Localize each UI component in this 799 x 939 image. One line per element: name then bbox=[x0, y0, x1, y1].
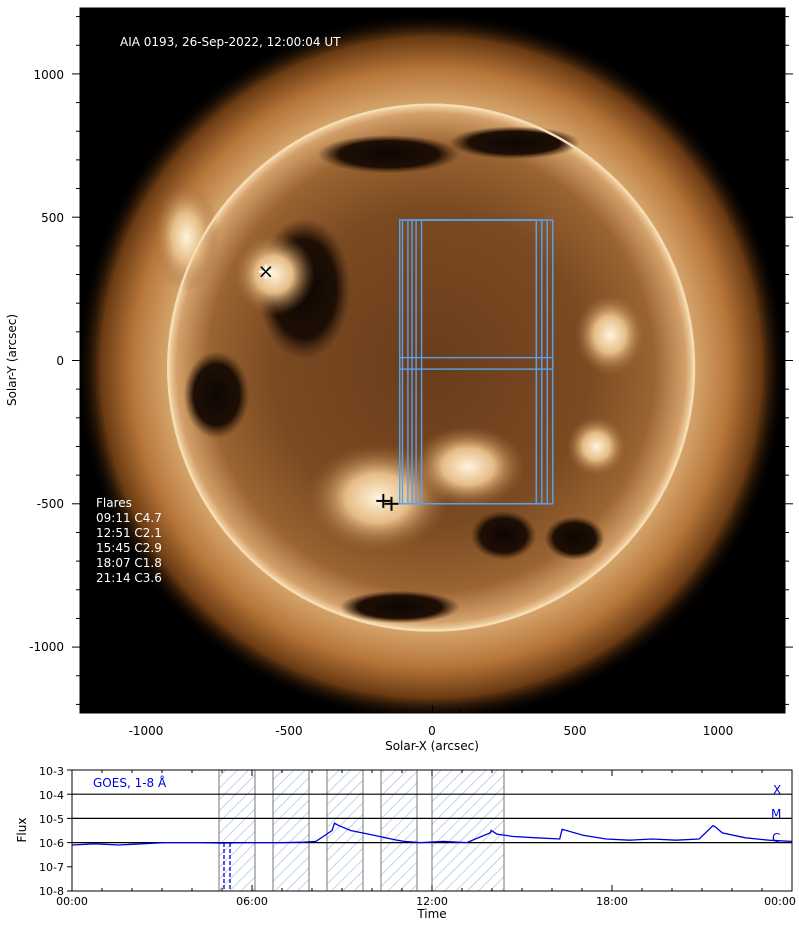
x-tick-label: 1000 bbox=[703, 724, 734, 738]
solar-limb bbox=[167, 103, 696, 632]
fov-boxes bbox=[399, 219, 554, 505]
goes-ticks bbox=[67, 769, 793, 892]
goes-hatched-interval bbox=[272, 769, 310, 892]
flare-entry: 18:07 C1.8 bbox=[96, 556, 162, 570]
x-tick-label: -500 bbox=[275, 724, 302, 738]
goes-x-tick-labels: 00:00 06:00 12:00 18:00 00:00 bbox=[56, 895, 796, 908]
goes-y-tick-label: 10-6 bbox=[39, 837, 64, 850]
goes-class-label: C bbox=[772, 831, 780, 845]
disk-feature bbox=[566, 416, 627, 477]
fov-box bbox=[420, 219, 538, 505]
flare-entry: 09:11 C4.7 bbox=[96, 511, 162, 525]
disk-feature bbox=[410, 425, 526, 508]
flare-list-heading: Flares bbox=[96, 496, 132, 510]
disk-feature bbox=[233, 233, 315, 316]
goes-flux-curve bbox=[72, 822, 792, 846]
sun-rendering bbox=[80, 12, 785, 713]
goes-y-tick-label: 10-4 bbox=[39, 789, 64, 802]
goes-y-tick-label: 10-7 bbox=[39, 861, 64, 874]
disk-feature bbox=[448, 126, 581, 160]
goes-x-tick-label: 00:00 bbox=[56, 895, 88, 908]
goes-y-tick-label: 10-5 bbox=[39, 813, 64, 826]
fov-strip-box bbox=[399, 356, 554, 370]
disk-feature bbox=[183, 351, 250, 439]
disk-feature bbox=[544, 516, 605, 561]
y-tick-label: -1000 bbox=[29, 640, 64, 654]
disk-feature bbox=[317, 135, 460, 174]
goes-class-label: M bbox=[771, 807, 781, 821]
image-ticks bbox=[72, 8, 793, 713]
image-y-axis-label: Solar-Y (arcsec) bbox=[5, 314, 19, 406]
y-tick-label: 0 bbox=[56, 354, 64, 368]
goes-hatched-interval bbox=[218, 769, 256, 892]
flare-markers bbox=[258, 264, 399, 511]
goes-y-tick-label: 10-8 bbox=[39, 885, 64, 898]
y-tick-label: -500 bbox=[37, 497, 64, 511]
x-tick-label: -1000 bbox=[129, 724, 164, 738]
goes-x-axis-label: Time bbox=[416, 907, 446, 921]
goes-hatched-interval bbox=[431, 769, 505, 892]
goes-panel: GOES, 1-8 Å X M C Flux Time 00:00 06:00 … bbox=[15, 765, 796, 921]
goes-class-label: X bbox=[773, 783, 781, 797]
flare-entry: 12:51 C2.1 bbox=[96, 526, 162, 540]
goes-x-tick-label: 00:00 bbox=[764, 895, 796, 908]
flare-list: Flares 09:11 C4.7 12:51 C2.1 15:45 C2.9 … bbox=[96, 496, 162, 585]
disk-feature bbox=[339, 590, 460, 624]
x-tick-label: 500 bbox=[564, 724, 587, 738]
flare-plus-marker bbox=[384, 496, 399, 511]
disk-feature bbox=[574, 293, 646, 376]
goes-y-tick-labels: 10-3 10-4 10-5 10-6 10-7 10-8 bbox=[39, 765, 64, 898]
disk-feature bbox=[470, 510, 537, 560]
image-title: AIA 0193, 26-Sep-2022, 12:00:04 UT bbox=[120, 35, 341, 49]
goes-x-tick-label: 12:00 bbox=[416, 895, 448, 908]
flare-plus-marker bbox=[376, 493, 391, 508]
image-tick-labels: -1000 -500 0 500 1000 1000 500 0 -500 -1… bbox=[29, 68, 733, 738]
goes-legend-label: GOES, 1-8 Å bbox=[93, 775, 167, 790]
image-x-axis-label: Solar-X (arcsec) bbox=[385, 739, 479, 753]
goes-hatched-interval bbox=[380, 769, 418, 892]
flare-entry: 15:45 C2.9 bbox=[96, 541, 162, 555]
y-tick-label: 500 bbox=[41, 211, 64, 225]
x-tick-label: 0 bbox=[428, 724, 436, 738]
solar-image-panel: AIA 0193, 26-Sep-2022, 12:00:04 UT Flare… bbox=[5, 7, 793, 753]
goes-hatched-intervals bbox=[218, 769, 505, 892]
y-tick-label: 1000 bbox=[33, 68, 64, 82]
goes-y-tick-label: 10-3 bbox=[39, 765, 64, 778]
flare-entry: 21:14 C3.6 bbox=[96, 571, 162, 585]
flare-star-marker bbox=[258, 264, 273, 279]
disk-feature bbox=[153, 182, 220, 292]
goes-x-tick-label: 06:00 bbox=[236, 895, 268, 908]
goes-y-axis-label: Flux bbox=[15, 818, 29, 843]
goes-x-tick-label: 18:00 bbox=[596, 895, 628, 908]
